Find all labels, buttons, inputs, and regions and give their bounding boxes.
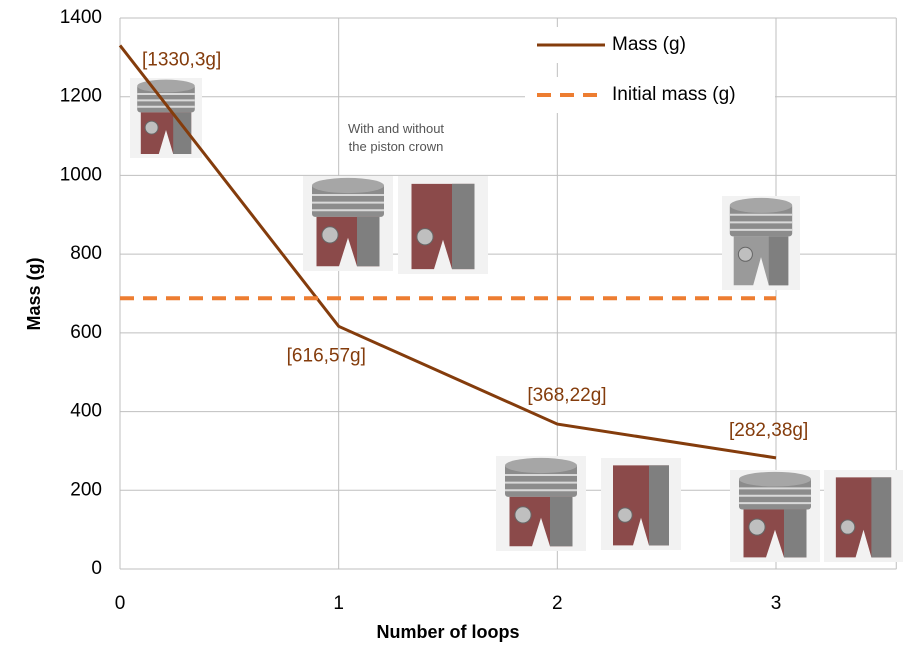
y-tick-label: 0 [91,558,102,579]
x-tick-label: 2 [552,593,563,614]
piston-side [768,236,789,286]
x-axis-title: Number of loops [377,622,520,642]
piston-top [739,471,811,487]
piston-side [649,465,669,546]
piston-side [452,183,475,270]
piston-pin [321,226,339,244]
annotation-line: the piston crown [349,139,444,154]
piston-top [729,197,793,213]
piston-icon [722,196,800,290]
data-label: [1330,3g] [142,49,221,70]
y-axis-title: Mass (g) [24,257,44,330]
annotation: With and without the piston crown [348,121,444,154]
piston-icon [601,458,681,550]
piston-icon [730,470,820,562]
piston-pin [737,246,753,262]
data-line [118,44,777,460]
annotation-line: With and without [348,121,444,136]
x-tick-label: 3 [771,593,782,614]
legend-label: Mass (g) [612,34,686,55]
data-label: [616,57g] [287,345,366,366]
piston-pin [514,506,532,524]
piston-side [550,496,573,547]
piston-pin [144,120,159,135]
x-tick-label: 0 [115,593,126,614]
piston-top [505,457,577,474]
piston-top [312,177,384,194]
piston-side [173,112,192,154]
data-label: [368,22g] [527,385,606,406]
y-tick-label: 200 [70,479,102,500]
piston-pin [617,507,633,523]
x-tick-label: 1 [333,593,344,614]
piston-side [871,477,892,558]
y-tick-label: 1200 [60,86,102,107]
piston-icon [496,456,586,551]
piston-top [137,79,195,93]
piston-pin [748,518,766,536]
y-tick-label: 1000 [60,164,102,185]
piston-side [784,509,807,558]
piston-icon [130,78,202,158]
piston-pin [840,519,856,535]
piston-icon [303,176,393,271]
y-tick-label: 1400 [60,7,102,28]
y-tick-label: 600 [70,322,102,343]
legend-label: Initial mass (g) [612,84,736,105]
piston-icon [398,176,488,274]
piston-pin [416,228,434,246]
data-label: [282,38g] [729,420,808,441]
y-tick-label: 400 [70,401,102,422]
y-tick-label: 800 [70,243,102,264]
piston-icon [824,470,903,562]
piston-side [357,216,380,267]
